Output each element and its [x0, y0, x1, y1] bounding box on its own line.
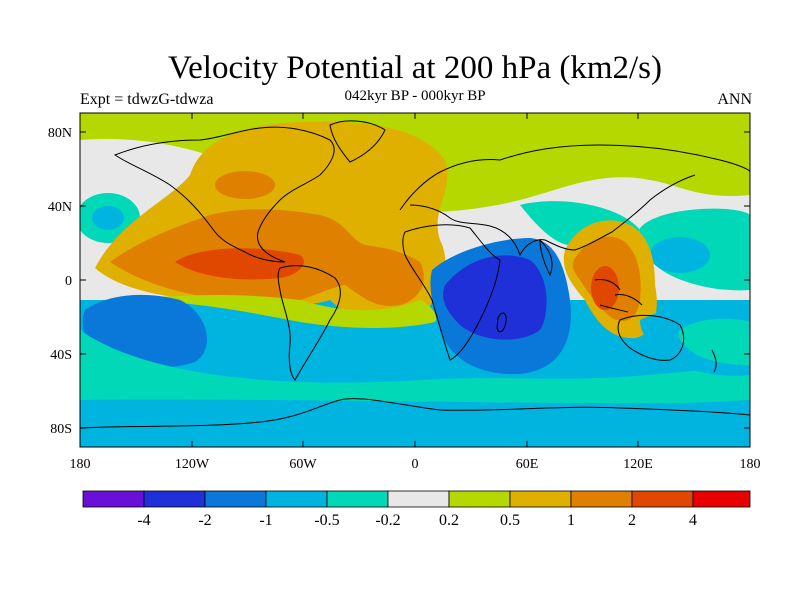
colorbar-box [448, 490, 511, 508]
plot-title: Velocity Potential at 200 hPa (km2/s) [167, 50, 663, 86]
lat-tick-label: 80S [50, 422, 72, 437]
colorbar-label: 2 [628, 512, 636, 529]
colorbar-label: 4 [689, 512, 697, 529]
colorbar-label: -0.5 [314, 512, 339, 529]
season-label: ANN [717, 91, 752, 108]
colorbar-box [204, 490, 267, 508]
colorbar-box [143, 490, 206, 508]
colorbar-label: 1 [567, 512, 575, 529]
colorbar-label: -0.2 [375, 512, 400, 529]
colorbar-box [692, 490, 751, 508]
contour-fill [80, 113, 750, 447]
lat-tick-label: 40S [50, 348, 72, 363]
lat-tick-label: 0 [65, 274, 72, 289]
lon-tick-label: 180 [70, 457, 91, 472]
colorbar-label: -2 [198, 512, 211, 529]
lon-tick-label: 180 [740, 457, 761, 472]
experiment-label: Expt = tdwzG-tdwza [80, 91, 214, 108]
lat-tick-label: 80N [48, 126, 72, 141]
longitude-axis: 180 120W 60W 0 60E 120E 180 [70, 113, 761, 472]
coastlines [80, 120, 750, 429]
colorbar-box [82, 490, 145, 508]
latitude-axis: 80N 40N 0 40S 80S [48, 126, 750, 437]
colorbar-label: -1 [259, 512, 272, 529]
colorbar-label: -4 [137, 512, 150, 529]
lat-tick-label: 40N [48, 200, 72, 215]
colorbar-label: 0.5 [500, 512, 520, 529]
period-label: 042kyr BP - 000kyr BP [344, 88, 486, 104]
lon-tick-label: 120E [623, 457, 653, 472]
colorbar-box [509, 490, 572, 508]
colorbar-box [265, 490, 328, 508]
colorbar-box [631, 490, 694, 508]
colorbar: -4 -2 -1 -0.5 -0.2 0.2 0.5 1 2 4 [82, 490, 751, 529]
colorbar-box [326, 490, 389, 508]
colorbar-label: 0.2 [439, 512, 459, 529]
colorbar-box [570, 490, 633, 508]
lon-tick-label: 60W [289, 457, 317, 472]
lon-tick-label: 60E [516, 457, 539, 472]
lon-tick-label: 0 [412, 457, 419, 472]
lon-tick-label: 120W [175, 457, 210, 472]
colorbar-box [387, 490, 450, 508]
